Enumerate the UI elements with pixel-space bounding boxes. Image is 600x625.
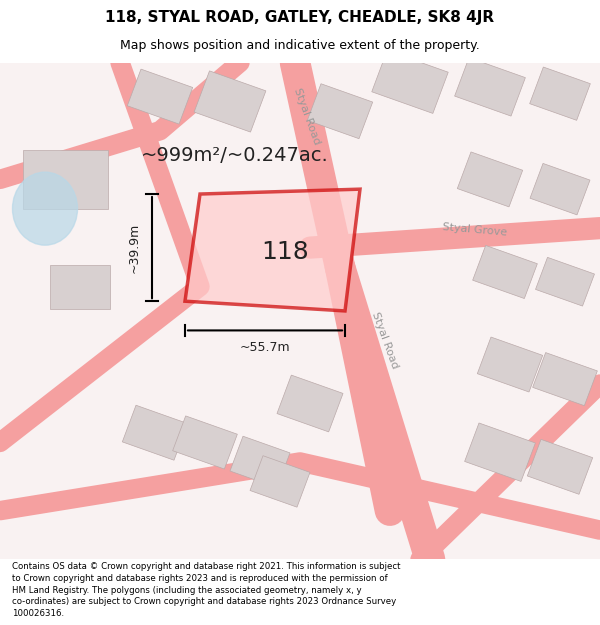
Polygon shape xyxy=(372,51,448,113)
Polygon shape xyxy=(530,163,590,215)
Text: Styal Road: Styal Road xyxy=(370,311,400,370)
Polygon shape xyxy=(527,439,593,494)
Polygon shape xyxy=(277,375,343,432)
Polygon shape xyxy=(533,352,598,406)
Text: ~39.9m: ~39.9m xyxy=(128,222,140,272)
Polygon shape xyxy=(122,405,188,460)
Polygon shape xyxy=(194,71,266,132)
Polygon shape xyxy=(127,69,193,124)
Polygon shape xyxy=(457,152,523,207)
Polygon shape xyxy=(23,150,107,209)
Text: ~55.7m: ~55.7m xyxy=(239,341,290,354)
Polygon shape xyxy=(250,456,310,507)
Text: ~999m²/~0.247ac.: ~999m²/~0.247ac. xyxy=(141,146,329,164)
Text: 118: 118 xyxy=(261,241,309,264)
Polygon shape xyxy=(173,416,238,469)
Text: Contains OS data © Crown copyright and database right 2021. This information is : Contains OS data © Crown copyright and d… xyxy=(12,562,401,618)
Polygon shape xyxy=(307,84,373,139)
Text: 118, STYAL ROAD, GATLEY, CHEADLE, SK8 4JR: 118, STYAL ROAD, GATLEY, CHEADLE, SK8 4J… xyxy=(106,10,494,25)
Polygon shape xyxy=(455,58,526,116)
Polygon shape xyxy=(230,436,290,488)
Polygon shape xyxy=(478,337,542,392)
Text: Map shows position and indicative extent of the property.: Map shows position and indicative extent… xyxy=(120,39,480,51)
Polygon shape xyxy=(473,246,538,299)
Polygon shape xyxy=(50,264,110,309)
Polygon shape xyxy=(185,189,360,311)
Polygon shape xyxy=(536,258,595,306)
Text: Styal Road: Styal Road xyxy=(292,86,322,146)
Polygon shape xyxy=(530,67,590,121)
Polygon shape xyxy=(464,423,535,481)
Ellipse shape xyxy=(13,172,77,245)
Text: Styal Grove: Styal Grove xyxy=(442,222,508,238)
